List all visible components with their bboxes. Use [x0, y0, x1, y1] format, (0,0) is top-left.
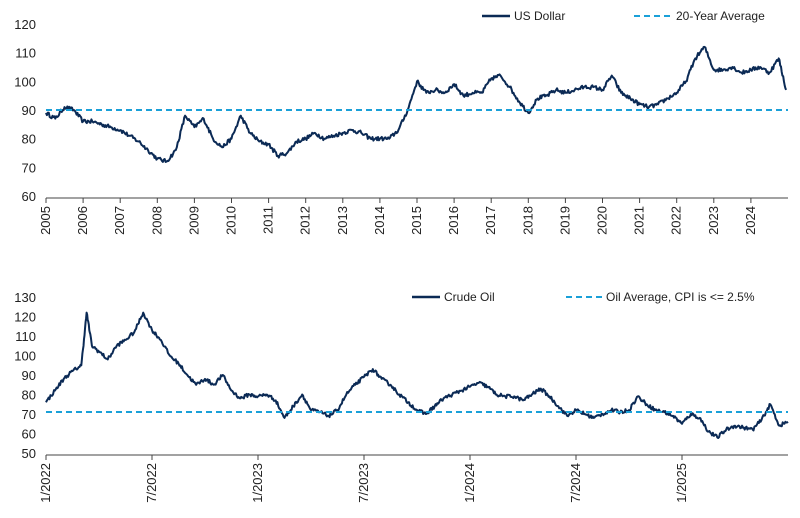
x-tick-label: 7/2022: [144, 463, 159, 503]
x-tick-label: 2013: [335, 206, 350, 235]
x-tick-label: 2020: [595, 206, 610, 235]
y-tick-label: 50: [22, 446, 36, 461]
y-tick-label: 60: [22, 427, 36, 442]
x-tick-label: 2009: [186, 206, 201, 235]
y-tick-label: 110: [15, 46, 36, 61]
x-tick-label: 2007: [112, 206, 127, 235]
y-tick-label: 70: [22, 160, 36, 175]
x-tick-label: 2017: [483, 206, 498, 235]
x-tick-label: 2024: [743, 206, 758, 235]
x-tick-label: 7/2024: [568, 463, 583, 503]
series-line-us-dollar: [45, 45, 788, 163]
y-tick-label: 90: [22, 103, 36, 118]
y-tick-label: 120: [14, 310, 36, 325]
x-tick-label: 2008: [149, 206, 164, 235]
y-tick-label: 80: [22, 132, 36, 147]
x-tick-label: 2011: [261, 206, 276, 234]
y-tick-label: 120: [14, 17, 36, 32]
legend-label: Crude Oil: [444, 290, 495, 304]
x-tick-label: 2015: [409, 206, 424, 235]
y-tick-label: 110: [15, 329, 36, 344]
y-tick-label: 90: [22, 368, 36, 383]
x-tick-label: 2010: [224, 206, 239, 235]
y-tick-label: 130: [14, 290, 36, 305]
x-tick-label: 1/2022: [38, 463, 53, 503]
legend-label: Oil Average, CPI is <= 2.5%: [606, 290, 755, 304]
x-tick-label: 1/2024: [462, 463, 477, 503]
legend-label: US Dollar: [514, 9, 565, 23]
x-tick-label: 2018: [520, 206, 535, 235]
x-tick-label: 2023: [706, 206, 721, 235]
x-tick-label: 2022: [669, 206, 684, 235]
x-tick-label: 2005: [38, 206, 53, 235]
y-tick-label: 100: [14, 349, 36, 364]
x-tick-label: 1/2023: [250, 463, 265, 503]
y-tick-label: 70: [22, 407, 36, 422]
panel-2: 50 60 70 80 90 100 110 120 130 1/2022 7/2022 1/2023…: [14, 290, 789, 503]
x-tick-label: 2019: [557, 206, 572, 235]
y-tick-label: 100: [14, 74, 36, 89]
x-tick-label: 2006: [75, 206, 90, 235]
y-tick-label: 60: [22, 189, 36, 204]
x-tick-label: 2014: [372, 206, 387, 235]
x-tick-label: 2021: [632, 206, 647, 235]
x-tick-label: 2012: [298, 206, 313, 235]
panel-1: 60 70 80 90 100 110 120 2005 2006 2007 2008 2009 201…: [14, 9, 788, 235]
legend-label: 20-Year Average: [676, 9, 765, 23]
x-tick-label: 2016: [446, 206, 461, 235]
y-tick-label: 80: [22, 388, 36, 403]
series-line-crude-oil: [45, 311, 789, 439]
x-tick-label: 1/2025: [674, 463, 689, 503]
x-tick-label: 7/2023: [356, 463, 371, 503]
